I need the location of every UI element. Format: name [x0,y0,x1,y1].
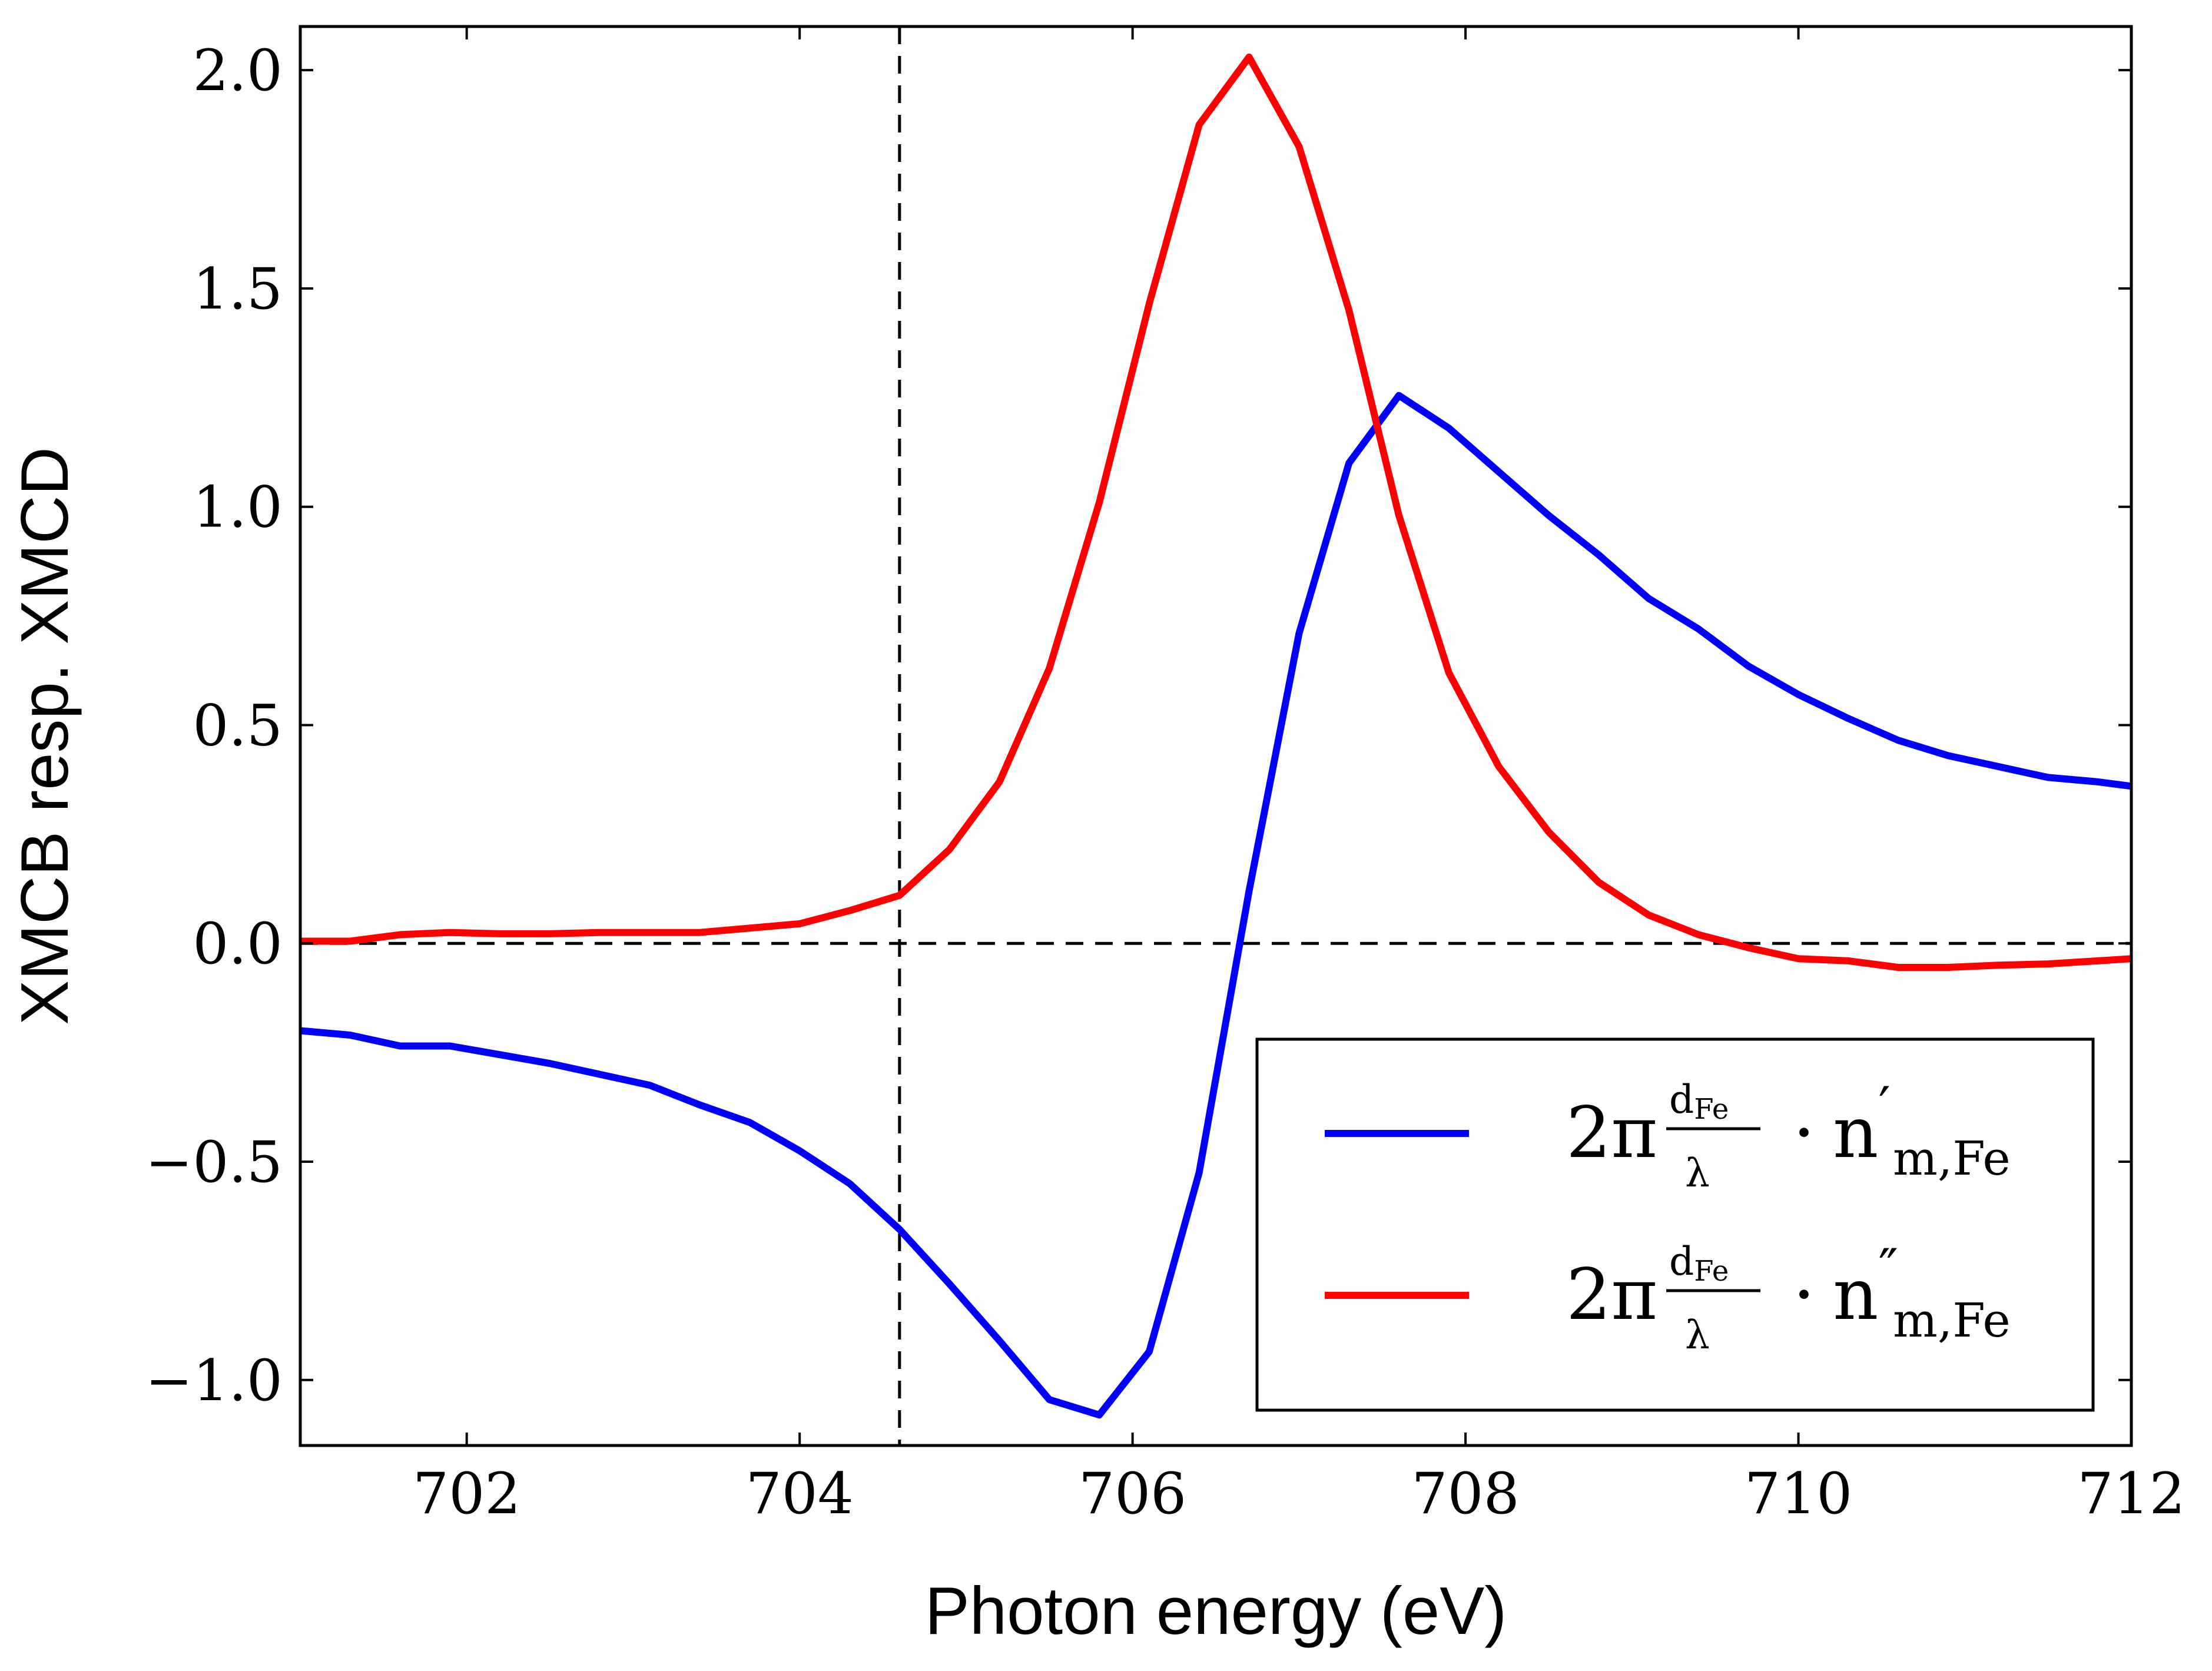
x-tick-label: 712 [2077,1461,2185,1527]
legend-fraction-denominator: λ [1685,1151,1710,1196]
x-tick-label: 710 [1745,1461,1852,1527]
y-tick-label: −1.0 [145,1348,283,1414]
legend-label-n-prime: 2π dFe λ · n′m,Fe [1566,1076,2011,1196]
legend-fraction-numerator-subscript: Fe [1694,1255,1729,1288]
y-tick-label: 1.0 [193,475,283,541]
legend-symbol-n: n [1833,1092,1878,1174]
legend: 2π dFe λ · n′m,Fe 2π dFe λ · n″ m,Fe [1255,1037,2095,1412]
y-tick-label: −0.5 [145,1129,283,1195]
legend-prefix: 2π [1566,1254,1657,1336]
legend-box [1255,1037,2095,1412]
legend-fraction-numerator: d [1669,1077,1694,1122]
legend-symbol-n: n [1833,1254,1878,1336]
x-tick-label: 702 [413,1461,520,1527]
x-tick-label: 706 [1079,1461,1186,1527]
legend-label-n-double-prime: 2π dFe λ · n″ m,Fe [1566,1238,2011,1358]
series-line-n-double-prime [300,53,2132,971]
y-tick-label: 1.5 [193,256,283,322]
y-tick-labels: −1.0 −0.5 0.0 0.5 1.0 1.5 2.0 [145,38,283,1414]
series-layer [300,53,2132,1419]
y-tick-label: 0.5 [193,692,283,758]
legend-subscript: m,Fe [1893,1131,2011,1186]
plot-frame [299,25,2133,1447]
x-tick-label: 708 [1411,1461,1519,1527]
legend-prime: ″ [1878,1238,1898,1299]
legend-fraction-denominator: λ [1685,1312,1710,1358]
y-tick-label: 2.0 [193,38,283,104]
reference-lines [300,26,2131,1445]
x-axis-label: Photon energy (eV) [925,1574,1507,1649]
legend-prefix: 2π [1566,1092,1657,1174]
legend-fraction-numerator: d [1669,1239,1694,1284]
legend-subscript: m,Fe [1893,1293,2011,1348]
x-tick-label: 704 [746,1461,854,1527]
legend-prime: ′ [1878,1076,1890,1138]
legend-dot: · [1793,1254,1815,1336]
series-line-n-prime [300,392,2132,1419]
y-axis-label: XMCB resp. XMCD [8,447,82,1025]
legend-fraction-numerator-subscript: Fe [1694,1093,1729,1126]
y-tick-label: 0.0 [193,911,283,977]
x-tick-labels: 702 704 706 708 710 712 [413,1461,2186,1527]
legend-dot: · [1793,1092,1815,1174]
